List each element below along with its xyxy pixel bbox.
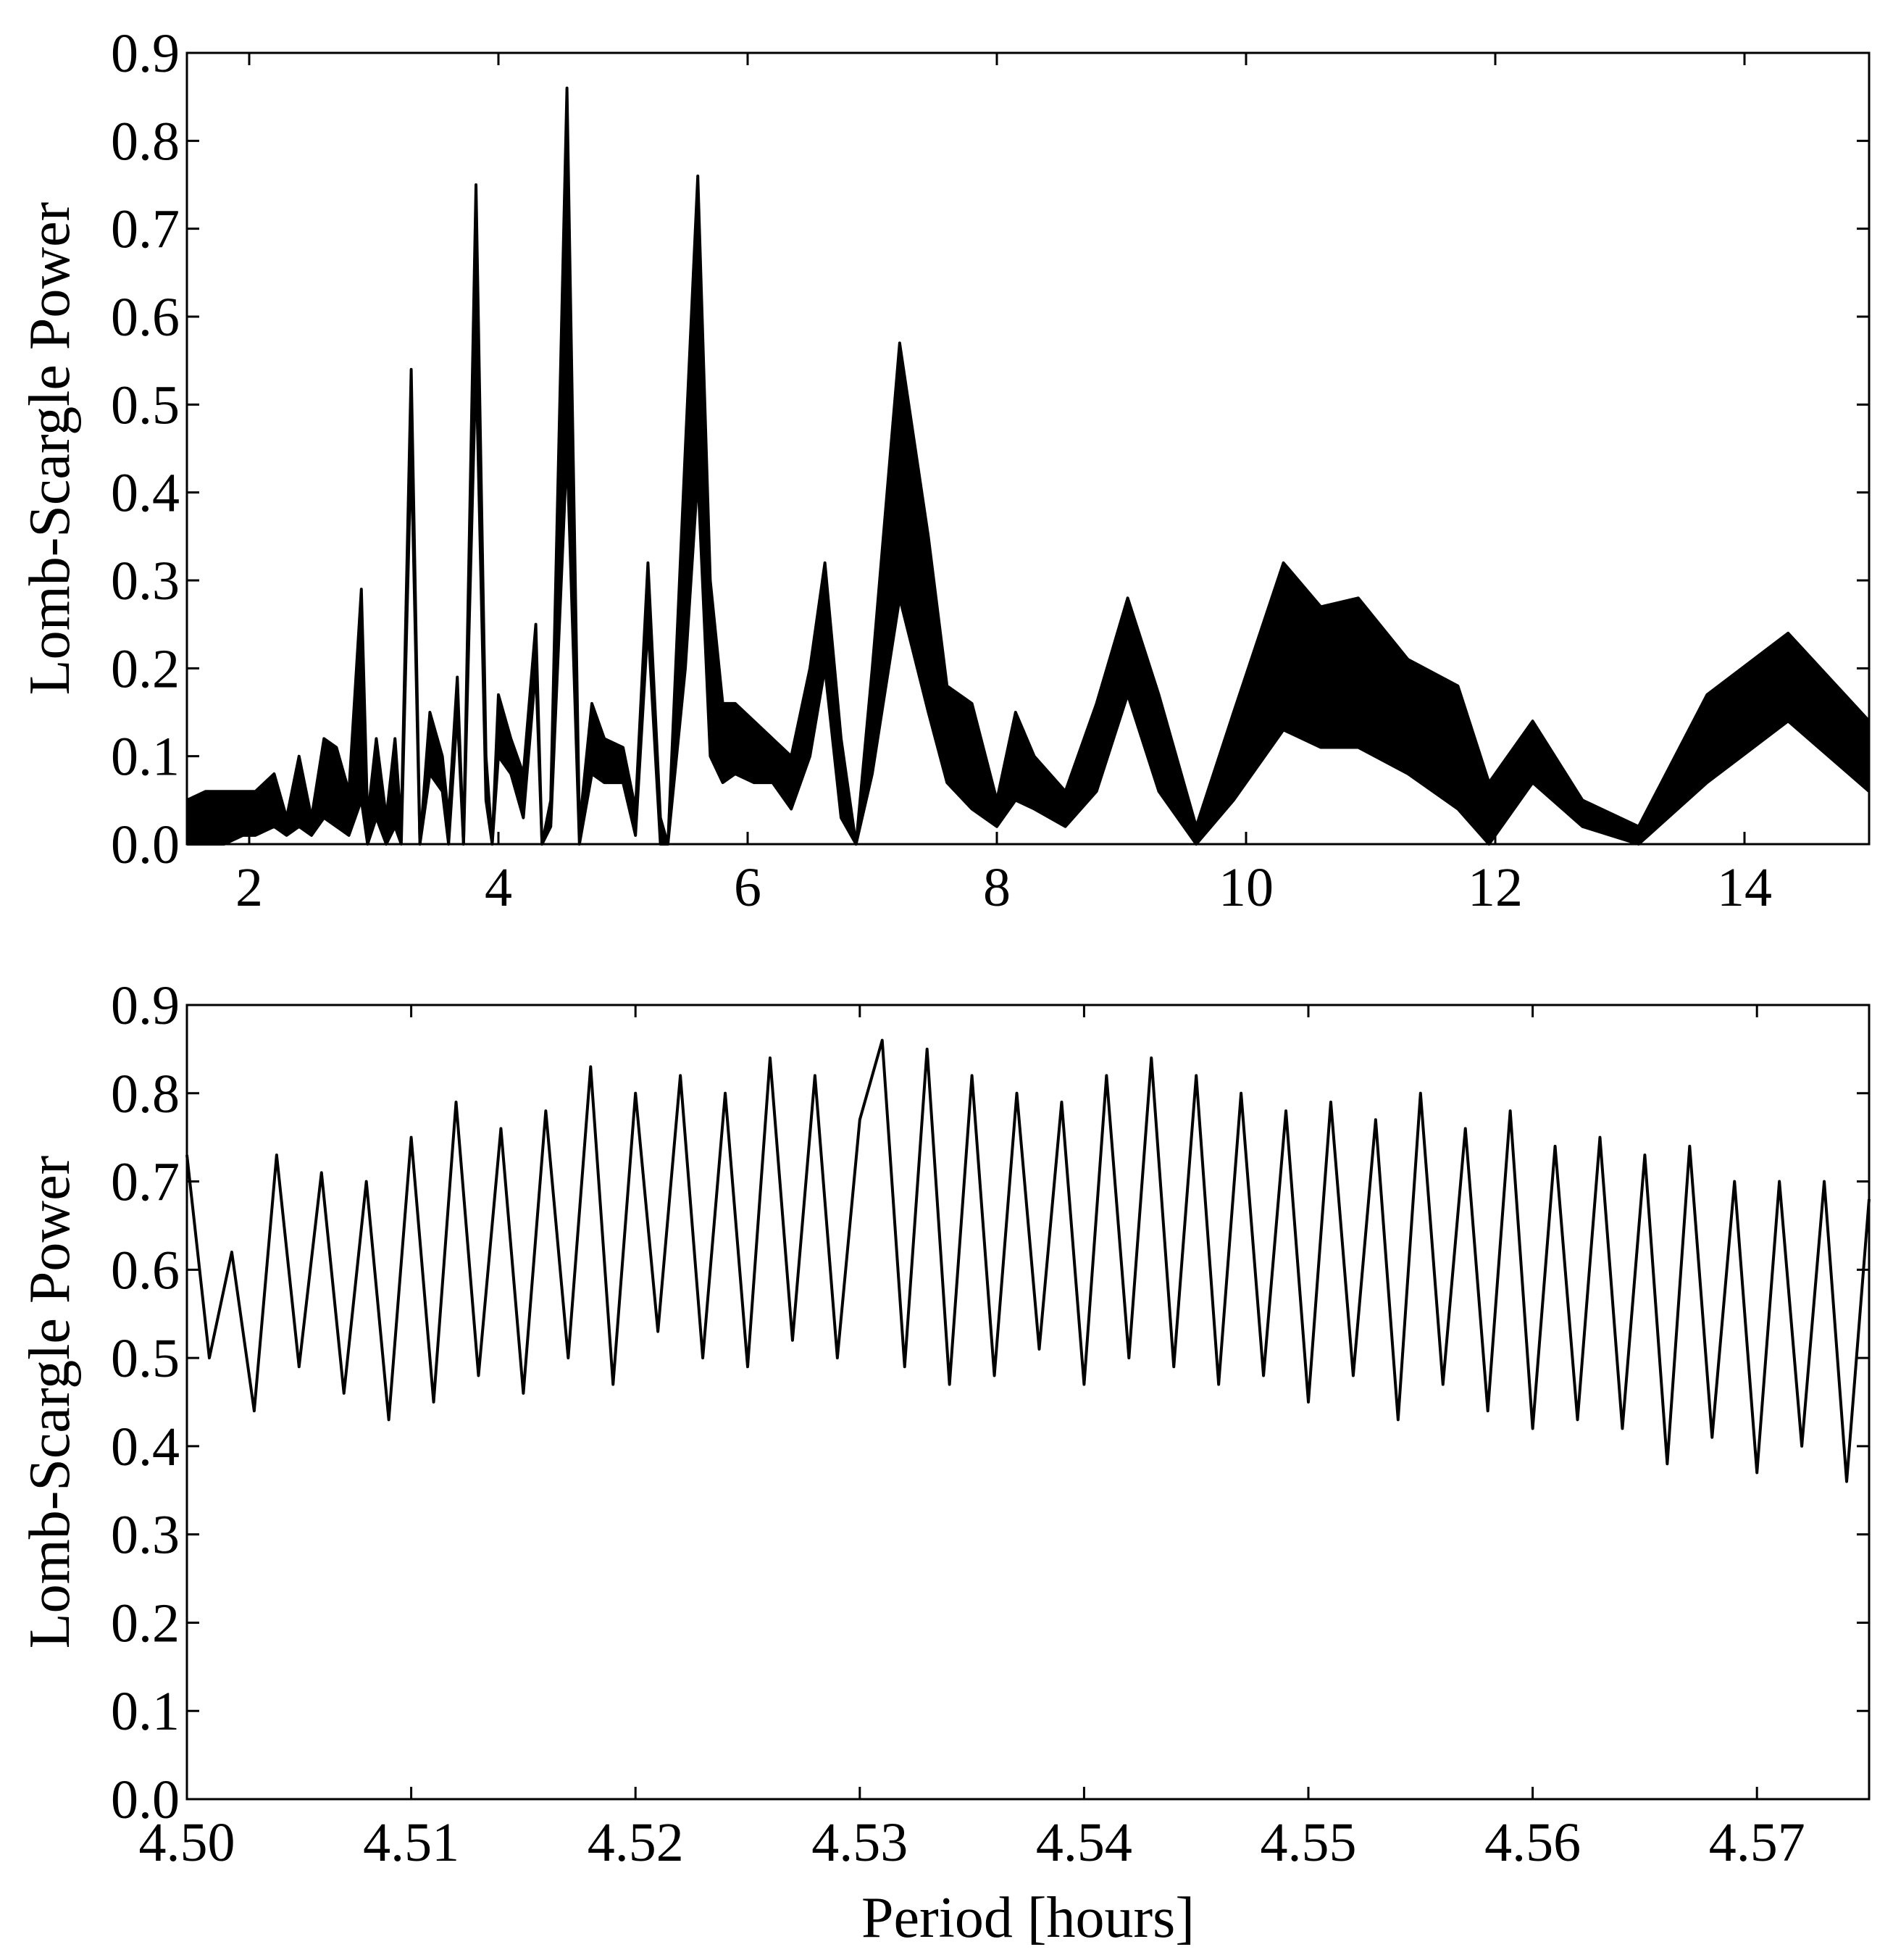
- band: [1034, 755, 1066, 827]
- band: [1787, 632, 1870, 793]
- band: [1015, 712, 1035, 810]
- y-tick-label: 0.6: [111, 287, 180, 348]
- band: [1283, 562, 1321, 748]
- data-line: [186, 86, 1871, 846]
- y-tick-label: 0.7: [111, 199, 180, 260]
- y-tick-label: 0.0: [111, 1769, 180, 1830]
- y-tick-label: 0.9: [111, 23, 180, 84]
- x-tick-label: 10: [1219, 857, 1274, 918]
- y-tick-label: 0.2: [111, 1593, 180, 1654]
- y-tick-label: 0.1: [111, 1681, 180, 1742]
- y-tick-label: 0.1: [111, 727, 180, 788]
- x-tick-label: 12: [1468, 857, 1523, 918]
- y-tick-label: 0.9: [111, 975, 180, 1036]
- y-axis-label: Lomb-Scargle Power: [18, 202, 82, 696]
- band: [1127, 598, 1160, 792]
- x-tick-label: 4.50: [139, 1812, 235, 1873]
- y-tick-label: 0.8: [111, 1064, 180, 1125]
- x-tick-label: 2: [235, 857, 263, 918]
- y-tick-label: 0.5: [111, 375, 180, 435]
- x-tick-label: 4.53: [811, 1812, 908, 1873]
- y-tick-label: 0.2: [111, 638, 180, 699]
- x-tick-label: 4: [485, 857, 512, 918]
- band: [1488, 720, 1534, 846]
- y-tick-label: 0.4: [111, 463, 180, 524]
- x-tick-label: 4.54: [1036, 1812, 1132, 1873]
- x-tick-label: 4.57: [1709, 1812, 1805, 1873]
- band: [335, 747, 350, 836]
- y-axis-label: Lomb-Scargle Power: [18, 1156, 82, 1649]
- x-tick-label: 6: [734, 857, 761, 918]
- plot-frame: [185, 1004, 1871, 1801]
- band: [735, 702, 755, 783]
- x-tick-label: 14: [1717, 857, 1772, 918]
- y-tick-label: 0.0: [111, 814, 180, 875]
- x-tick-label: 4.56: [1484, 1812, 1581, 1873]
- y-tick-label: 0.7: [111, 1152, 180, 1213]
- band: [1096, 598, 1129, 792]
- band: [591, 703, 605, 784]
- band: [1532, 720, 1583, 827]
- band: [323, 738, 337, 827]
- y-tick-label: 0.3: [111, 1505, 180, 1566]
- y-tick-label: 0.5: [111, 1328, 180, 1389]
- band: [205, 791, 225, 845]
- band: [1358, 596, 1409, 775]
- x-tick-label: 4.52: [588, 1812, 684, 1873]
- band: [946, 685, 973, 810]
- y-tick-label: 0.6: [111, 1240, 180, 1301]
- plot-frame: [185, 51, 1871, 846]
- band: [1706, 632, 1789, 784]
- data-line: [185, 1038, 1871, 1483]
- x-tick-label: 8: [983, 857, 1011, 918]
- band: [1320, 597, 1359, 748]
- x-tick-label: 4.51: [363, 1812, 459, 1873]
- y-tick-label: 0.4: [111, 1417, 180, 1477]
- data-line: [187, 359, 1871, 846]
- y-tick-label: 0.3: [111, 551, 180, 612]
- x-axis-label: Period [hours]: [861, 1886, 1195, 1950]
- band: [722, 703, 736, 784]
- x-tick-label: 4.55: [1261, 1812, 1357, 1873]
- band: [242, 791, 256, 836]
- y-tick-label: 0.8: [111, 111, 180, 172]
